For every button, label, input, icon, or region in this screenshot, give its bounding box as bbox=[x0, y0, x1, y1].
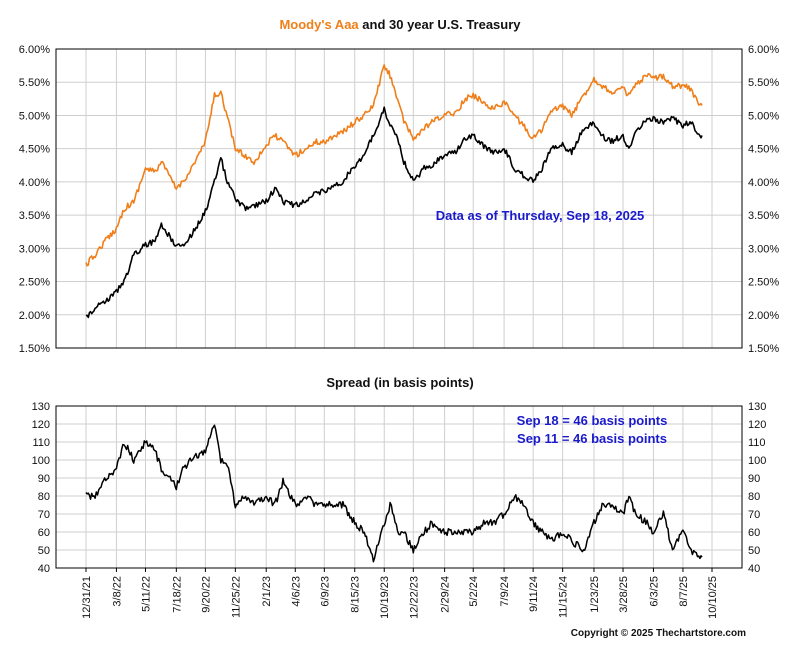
bottom-panel: 130 120 110 100 90 80 70 60 50 40 130 120 110 100 90 8… bbox=[32, 401, 767, 619]
top-series bbox=[85, 64, 703, 319]
top-ytick-label-left: 4.50% bbox=[19, 144, 50, 156]
spread-annotation-sep18: Sep 18 = 46 basis points bbox=[517, 413, 668, 428]
x-tick-label: 1/23/25 bbox=[589, 576, 601, 613]
top-ytick-label-right: 2.50% bbox=[748, 277, 779, 289]
top-ytick-label-right: 5.00% bbox=[748, 110, 779, 122]
top-ytick-label-right: 4.00% bbox=[748, 177, 779, 189]
bottom-ytick-label-left: 90 bbox=[38, 473, 50, 485]
bottom-series bbox=[85, 424, 703, 563]
top-ytick-label-right: 2.00% bbox=[748, 310, 779, 322]
spread-title: Spread (in basis points) bbox=[326, 375, 473, 390]
bottom-ytick-label-left: 50 bbox=[38, 545, 50, 557]
top-grid bbox=[56, 49, 742, 348]
bottom-ytick-label-right: 80 bbox=[748, 491, 760, 503]
top-ytick-label-right: 3.50% bbox=[748, 210, 779, 222]
x-tick-label: 12/31/21 bbox=[81, 576, 93, 619]
top-panel: 6.00% 5.50% 5.00% 4.50% 4.00% 3.50% 3.00% 2.50%… bbox=[19, 44, 780, 355]
top-ytick-label-right: 4.50% bbox=[748, 144, 779, 156]
chart-title: Moody's Aaa and 30 year U.S. Treasury bbox=[279, 17, 521, 32]
x-tick-label: 4/6/23 bbox=[290, 576, 302, 607]
top-ytick-label-left: 1.50% bbox=[19, 343, 50, 355]
x-tick-label: 10/19/23 bbox=[379, 576, 391, 619]
top-ytick-label-left: 2.50% bbox=[19, 277, 50, 289]
x-tick-label: 3/28/25 bbox=[618, 576, 630, 613]
top-ytick-label-left: 3.50% bbox=[19, 210, 50, 222]
x-tick-label: 12/22/23 bbox=[408, 576, 420, 619]
bottom-ytick-label-right: 40 bbox=[748, 563, 760, 575]
bottom-ytick-label-right: 110 bbox=[748, 437, 766, 449]
x-tick-label: 5/11/22 bbox=[140, 576, 152, 612]
bottom-yticks-left: 130 120 110 100 90 80 70 60 50 40 bbox=[32, 401, 50, 575]
x-tick-label: 11/15/24 bbox=[558, 576, 570, 618]
bottom-ytick-label-right: 70 bbox=[748, 509, 760, 521]
bottom-ytick-label-left: 60 bbox=[38, 527, 50, 539]
bottom-ytick-label-left: 110 bbox=[32, 437, 50, 449]
x-tick-label: 2/29/24 bbox=[440, 576, 452, 613]
bottom-ytick-label-right: 130 bbox=[748, 401, 766, 413]
x-tick-label: 9/11/24 bbox=[528, 576, 540, 612]
copyright: Copyright © 2025 Thechartstore.com bbox=[571, 628, 746, 639]
x-tick-label: 8/15/23 bbox=[350, 576, 362, 613]
x-tick-label: 7/18/22 bbox=[171, 576, 183, 613]
x-axis-ticks: 12/31/21 3/8/22 5/11/22 7/18/22 9/20/22 11/25… bbox=[81, 568, 719, 619]
top-ytick-label-right: 5.50% bbox=[748, 77, 779, 89]
bottom-ytick-label-right: 100 bbox=[748, 455, 766, 467]
x-tick-label: 7/9/24 bbox=[499, 576, 511, 607]
bottom-ytick-label-left: 80 bbox=[38, 491, 50, 503]
top-ytick-label-left: 5.50% bbox=[19, 77, 50, 89]
series-aaa-line bbox=[85, 64, 703, 267]
top-ytick-label-right: 6.00% bbox=[748, 44, 779, 56]
x-tick-label: 5/2/24 bbox=[468, 576, 480, 607]
top-yticks-left: 6.00% 5.50% 5.00% 4.50% 4.00% 3.50% 3.00% 2.50%… bbox=[19, 44, 50, 355]
bottom-ytick-label-left: 130 bbox=[32, 401, 50, 413]
top-ytick-label-left: 3.00% bbox=[19, 243, 50, 255]
top-ytick-label-left: 2.00% bbox=[19, 310, 50, 322]
bottom-ytick-label-right: 120 bbox=[748, 419, 766, 431]
bottom-ytick-label-left: 40 bbox=[38, 563, 50, 575]
x-tick-label: 10/10/25 bbox=[707, 576, 719, 619]
top-ytick-label-right: 3.00% bbox=[748, 243, 779, 255]
x-tick-label: 3/8/22 bbox=[111, 576, 123, 607]
series-spread-line bbox=[85, 424, 703, 563]
title-aaa: Moody's Aaa bbox=[279, 17, 359, 32]
bottom-yticks-right: 130 120 110 100 90 80 70 60 50 40 bbox=[748, 401, 766, 575]
bottom-ytick-label-left: 70 bbox=[38, 509, 50, 521]
bottom-ytick-label-right: 60 bbox=[748, 527, 760, 539]
bottom-ytick-label-left: 120 bbox=[32, 419, 50, 431]
top-ytick-label-left: 4.00% bbox=[19, 177, 50, 189]
title-rest: and 30 year U.S. Treasury bbox=[359, 17, 522, 32]
series-treasury-line bbox=[85, 106, 703, 319]
data-as-of-annotation: Data as of Thursday, Sep 18, 2025 bbox=[436, 208, 645, 223]
bottom-frame bbox=[55, 405, 743, 569]
x-tick-label: 6/3/25 bbox=[648, 576, 660, 607]
top-frame bbox=[55, 48, 743, 349]
x-tick-label: 11/25/22 bbox=[230, 576, 242, 618]
top-ytick-label-left: 6.00% bbox=[19, 44, 50, 56]
bottom-ytick-label-right: 50 bbox=[748, 545, 760, 557]
top-yticks-right: 6.00% 5.50% 5.00% 4.50% 4.00% 3.50% 3.00% 2.50%… bbox=[748, 44, 779, 355]
x-tick-label: 9/20/22 bbox=[200, 576, 212, 613]
x-tick-label: 2/1/23 bbox=[261, 576, 273, 607]
bottom-ytick-label-left: 100 bbox=[32, 455, 50, 467]
x-tick-label: 6/9/23 bbox=[319, 576, 331, 607]
x-tick-label: 8/7/25 bbox=[678, 576, 690, 607]
top-ytick-label-left: 5.00% bbox=[19, 110, 50, 122]
bottom-ytick-label-right: 90 bbox=[748, 473, 760, 485]
spread-annotation-sep11: Sep 11 = 46 basis points bbox=[517, 431, 667, 446]
top-ytick-label-right: 1.50% bbox=[748, 343, 779, 355]
